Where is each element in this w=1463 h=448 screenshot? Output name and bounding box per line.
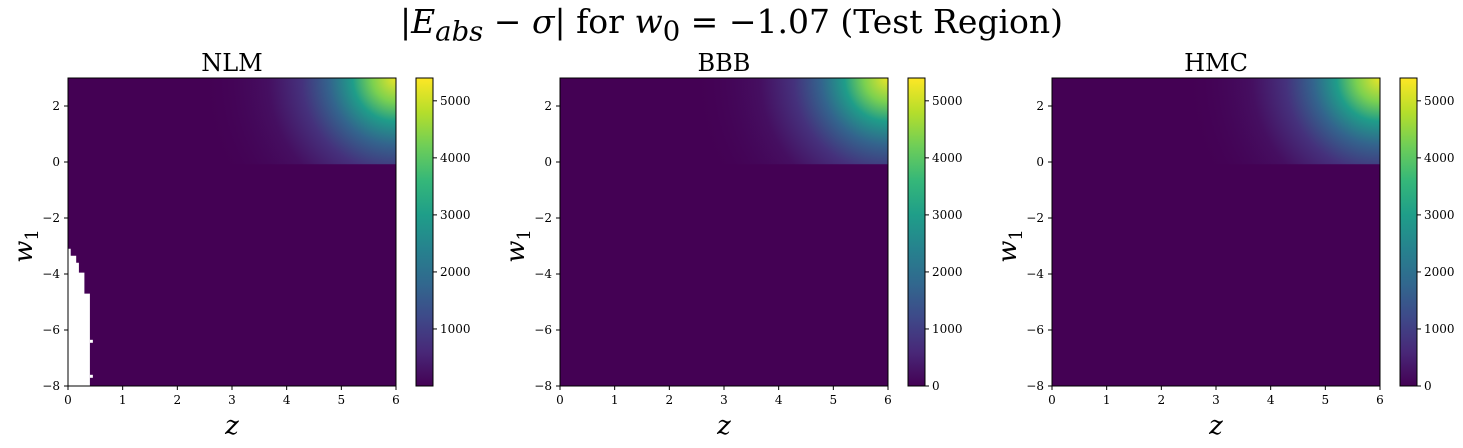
missing-values-region: [68, 248, 90, 386]
y-tick-label: −8: [42, 379, 60, 393]
x-tick-label: 5: [338, 393, 346, 407]
x-tick-label: 1: [611, 393, 619, 407]
colorbar-tick-label: 0: [932, 379, 940, 393]
y-tick-label: −4: [534, 267, 552, 281]
x-tick-label: 5: [830, 393, 838, 407]
colorbar-tick-label: 5000: [932, 94, 963, 108]
colorbar-tick-label: 2000: [932, 265, 963, 279]
colorbar-tick-label: 4000: [1424, 151, 1455, 165]
figure-title: |Eabs − σ| for w0 = −1.07 (Test Region): [0, 2, 1463, 48]
y-tick-label: −8: [534, 379, 552, 393]
w-subscript: 0: [662, 15, 681, 48]
colorbar-tick-label: 4000: [932, 151, 963, 165]
panel-bbb: BBB 0 1 2 3 4 5 6 2 0 −2 −4 −6 −8 z w1 0 1000 2000 3000 4000…: [501, 49, 963, 441]
minus-sign: −: [483, 2, 532, 41]
y-tick-label: −8: [1026, 379, 1044, 393]
y-axis-label-subscript: 1: [22, 229, 43, 240]
y-tick-label: −6: [534, 323, 552, 337]
w-symbol: w: [634, 2, 663, 41]
colorbar-tick-label: 5000: [440, 94, 471, 108]
x-tick-label: 0: [556, 393, 564, 407]
x-tick-label: 1: [1103, 393, 1111, 407]
colorbar-tick-label: 2000: [1424, 265, 1455, 279]
x-tick-label: 5: [1322, 393, 1330, 407]
y-tick-label: −2: [1026, 211, 1044, 225]
x-tick-label: 6: [884, 393, 892, 407]
colorbar-tick-label: 4000: [440, 151, 471, 165]
x-tick-label: 4: [775, 393, 783, 407]
y-tick-label: 2: [52, 99, 60, 113]
abs-close: |: [554, 2, 566, 41]
x-tick-label: 2: [174, 393, 182, 407]
y-axis-label-subscript: 1: [1006, 229, 1027, 240]
panel-hmc: HMC 0 1 2 3 4 5 6 2 0 −2 −4 −6 −8 z w1 0 1000 2000 3000 4000…: [993, 49, 1455, 441]
colorbar-tick-label: 5000: [1424, 94, 1455, 108]
y-axis-label: w1: [9, 229, 43, 263]
x-tick-label: 3: [1212, 393, 1220, 407]
y-tick-label: 0: [1036, 155, 1044, 169]
colorbar-tick-label: 1000: [932, 322, 963, 336]
colorbar-tick-label: 1000: [440, 322, 471, 336]
y-tick-label: 2: [1036, 99, 1044, 113]
heatmap-high-values: [560, 78, 888, 165]
y-axis-label-subscript: 1: [514, 229, 535, 240]
colorbar-tick-label: 3000: [932, 208, 963, 222]
x-tick-label: 0: [1048, 393, 1056, 407]
x-tick-label: 1: [119, 393, 127, 407]
heatmap-high-values: [1052, 78, 1380, 165]
y-tick-label: −2: [534, 211, 552, 225]
x-tick-label: 4: [1267, 393, 1275, 407]
y-tick-label: −4: [42, 267, 60, 281]
panel-nlm: NLM 0 1 2 3 4 5 6 2 0 −2 −4 −6 −8 z w1 1000 2000 3000 4000 5…: [9, 49, 471, 441]
y-tick-label: 0: [52, 155, 60, 169]
x-tick-label: 4: [283, 393, 291, 407]
x-tick-label: 6: [1376, 393, 1384, 407]
y-tick-label: −2: [42, 211, 60, 225]
colorbar-tick-label: 3000: [1424, 208, 1455, 222]
y-tick-label: −6: [1026, 323, 1044, 337]
colorbar-tick-label: 3000: [440, 208, 471, 222]
x-axis-label: z: [1208, 411, 1223, 441]
panel-title: BBB: [698, 49, 751, 77]
heatmap-high-values: [68, 78, 396, 165]
x-tick-label: 2: [666, 393, 674, 407]
x-axis-label: z: [224, 411, 239, 441]
abs-open: |: [399, 2, 412, 41]
panel-title: NLM: [201, 49, 263, 77]
y-tick-label: 2: [544, 99, 552, 113]
missing-value-cell: [89, 339, 93, 343]
colorbar: [907, 77, 926, 387]
sigma-symbol: σ: [531, 2, 555, 41]
y-tick-label: −4: [1026, 267, 1044, 281]
equals-text: = −1.07 (Test Region): [680, 2, 1064, 41]
colorbar-tick-label: 2000: [440, 265, 471, 279]
y-axis-label: w1: [993, 229, 1027, 263]
e-subscript: abs: [435, 15, 484, 48]
colorbar: [415, 77, 434, 387]
y-axis-label: w1: [501, 229, 535, 263]
colorbar: [1399, 77, 1418, 387]
missing-value-cell: [89, 374, 93, 378]
colorbar-tick-label: 1000: [1424, 322, 1455, 336]
e-symbol: E: [411, 2, 436, 41]
x-tick-label: 3: [720, 393, 728, 407]
x-tick-label: 3: [228, 393, 236, 407]
x-tick-label: 6: [392, 393, 400, 407]
for-text: for: [565, 2, 635, 41]
x-tick-label: 0: [64, 393, 72, 407]
x-tick-label: 2: [1158, 393, 1166, 407]
x-axis-label: z: [716, 411, 731, 441]
panel-title: HMC: [1184, 49, 1248, 77]
y-tick-label: 0: [544, 155, 552, 169]
colorbar-tick-label: 0: [1424, 379, 1432, 393]
y-tick-label: −6: [42, 323, 60, 337]
